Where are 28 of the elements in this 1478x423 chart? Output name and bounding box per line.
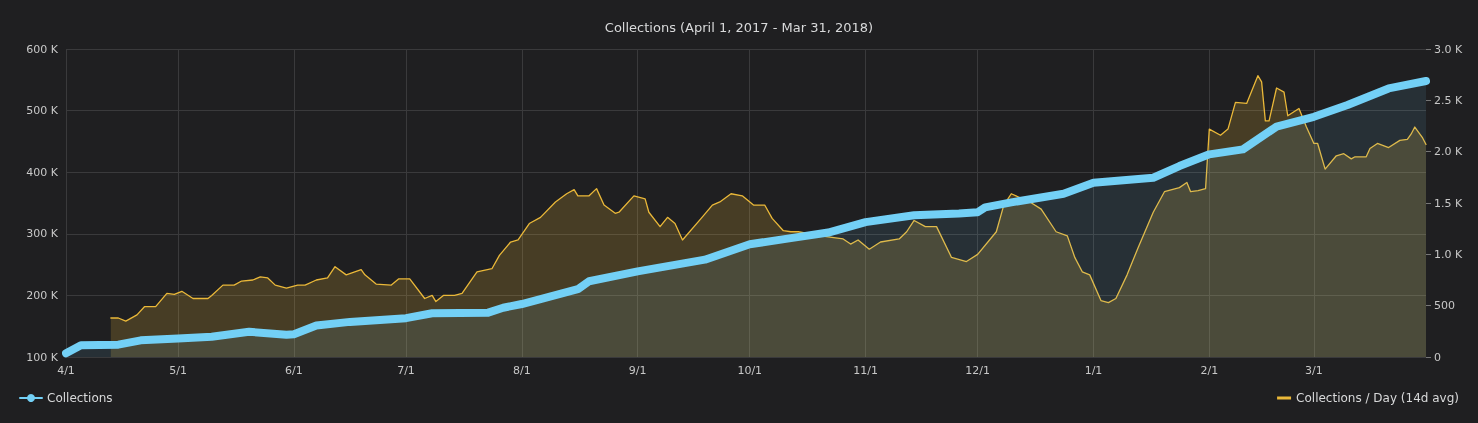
x-tick-label: 9/1 [628,364,647,377]
x-tick-label: 2/1 [1200,364,1219,377]
x-tick-label: 12/1 [965,364,990,377]
x-tick-label: 10/1 [737,364,763,377]
y2-tick-label: 1.0 K [1434,247,1463,261]
chart-title: Collections (April 1, 2017 - Mar 31, 2018) [604,20,874,35]
x-tick-label: 3/1 [1305,364,1323,377]
x-tick-label: 6/1 [285,364,303,377]
y-tick-label: 500 K [26,104,59,118]
x-tick-label: 1/1 [1084,364,1103,377]
y2-tick-label: 1.5 K [1434,196,1463,210]
y2-tick-label: 0 [1434,350,1441,364]
legend-label: Collections [47,391,113,405]
y2-tick-label: 3.0 K [1434,42,1463,56]
y-tick-label: 600 K [26,42,59,56]
x-tick-label: 5/1 [169,364,187,377]
y2-tick-label: 2.0 K [1434,145,1463,159]
y-tick-label: 100 K [26,350,59,364]
y-tick-label: 400 K [26,165,59,179]
legend-label: Collections / Day (14d avg) [1296,391,1460,405]
y-tick-label: 300 K [26,227,59,241]
x-tick-label: 4/1 [57,364,75,377]
x-tick-label: 8/1 [512,364,531,377]
x-tick-label: 7/1 [397,364,415,377]
y-tick-label: 200 K [26,288,59,302]
y2-tick-label: 500 [1434,299,1455,313]
x-tick-label: 11/1 [853,364,878,377]
y2-tick-label: 2.5 K [1434,93,1463,107]
